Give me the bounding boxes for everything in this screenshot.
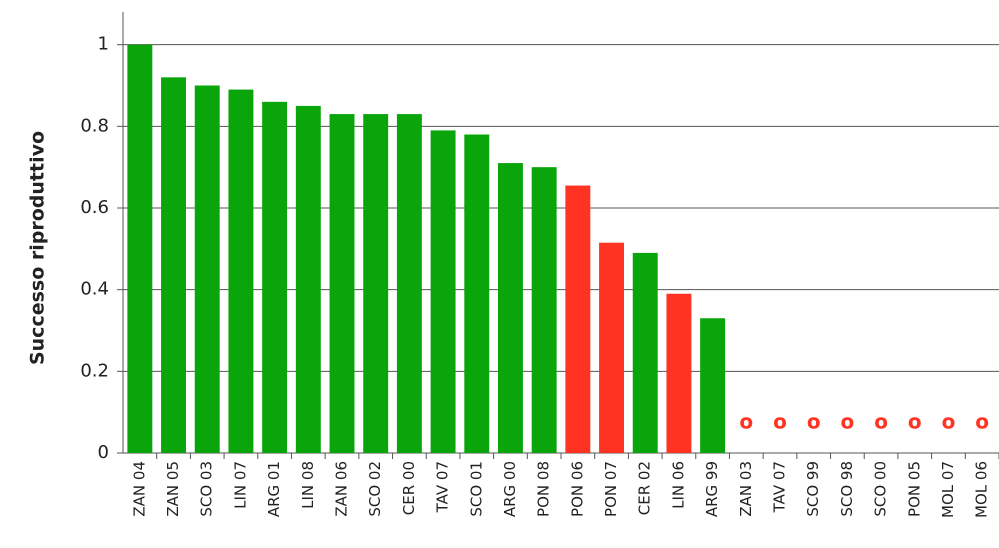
x-tick-label: ZAN 05 <box>164 461 182 517</box>
y-tick-label: 1 <box>98 34 109 55</box>
y-tick-label: 0.2 <box>80 360 109 381</box>
bar <box>464 134 490 453</box>
x-tick-label: ZAN 06 <box>333 461 351 517</box>
bar <box>430 130 456 453</box>
x-tick-label: PON 07 <box>602 461 620 517</box>
bar <box>396 114 422 453</box>
x-tick-label: MOL 06 <box>973 461 991 518</box>
x-tick-label: PON 06 <box>568 461 586 517</box>
value-label: o <box>807 410 821 434</box>
bar <box>161 77 187 453</box>
y-tick-label: 0.8 <box>80 115 109 136</box>
x-tick-label: ARG 00 <box>501 461 519 517</box>
x-tick-label: LIN 08 <box>299 461 317 509</box>
value-label: o <box>841 410 855 434</box>
bar <box>666 293 692 453</box>
bar <box>531 167 557 453</box>
x-tick-label: ZAN 03 <box>737 461 755 517</box>
bar <box>262 101 288 453</box>
y-tick-label: 0 <box>98 442 109 463</box>
x-tick-label: SCO 03 <box>198 461 216 517</box>
x-tick-label: PON 05 <box>905 461 923 517</box>
bar <box>295 105 321 454</box>
bar <box>599 242 625 453</box>
value-label: o <box>908 410 922 434</box>
x-tick-label: SCO 02 <box>366 461 384 517</box>
x-tick-label: SCO 99 <box>804 461 822 517</box>
x-tick-label: CER 02 <box>636 461 654 515</box>
x-tick-label: ARG 99 <box>703 461 721 517</box>
y-tick-label: 0.6 <box>80 197 109 218</box>
bar <box>700 318 726 453</box>
x-tick-label: ARG 01 <box>265 461 283 517</box>
bar <box>363 114 389 453</box>
value-label: o <box>739 410 753 434</box>
bar <box>194 85 220 453</box>
value-label: o <box>773 410 787 434</box>
bar <box>228 89 254 453</box>
value-label: o <box>975 410 989 434</box>
x-tick-label: MOL 07 <box>939 461 957 518</box>
x-tick-label: TAV 07 <box>434 461 452 513</box>
x-tick-label: ZAN 04 <box>130 461 148 517</box>
x-tick-label: SCO 01 <box>467 461 485 517</box>
y-axis-label: Successo riproduttivo <box>27 131 49 365</box>
x-tick-label: LIN 07 <box>231 461 249 509</box>
y-tick-label: 0.4 <box>80 279 109 300</box>
bar <box>329 114 355 453</box>
x-tick-label: SCO 00 <box>872 461 890 517</box>
x-tick-label: CER 00 <box>400 461 418 515</box>
value-label: o <box>874 410 888 434</box>
bar <box>127 44 153 454</box>
x-tick-label: TAV 07 <box>771 461 789 513</box>
bar <box>632 252 658 453</box>
value-label: o <box>942 410 956 434</box>
bar <box>497 163 523 454</box>
x-tick-label: LIN 06 <box>669 461 687 509</box>
x-tick-label: PON 08 <box>535 461 553 517</box>
x-tick-label: SCO 98 <box>838 461 856 517</box>
bar <box>565 185 591 453</box>
